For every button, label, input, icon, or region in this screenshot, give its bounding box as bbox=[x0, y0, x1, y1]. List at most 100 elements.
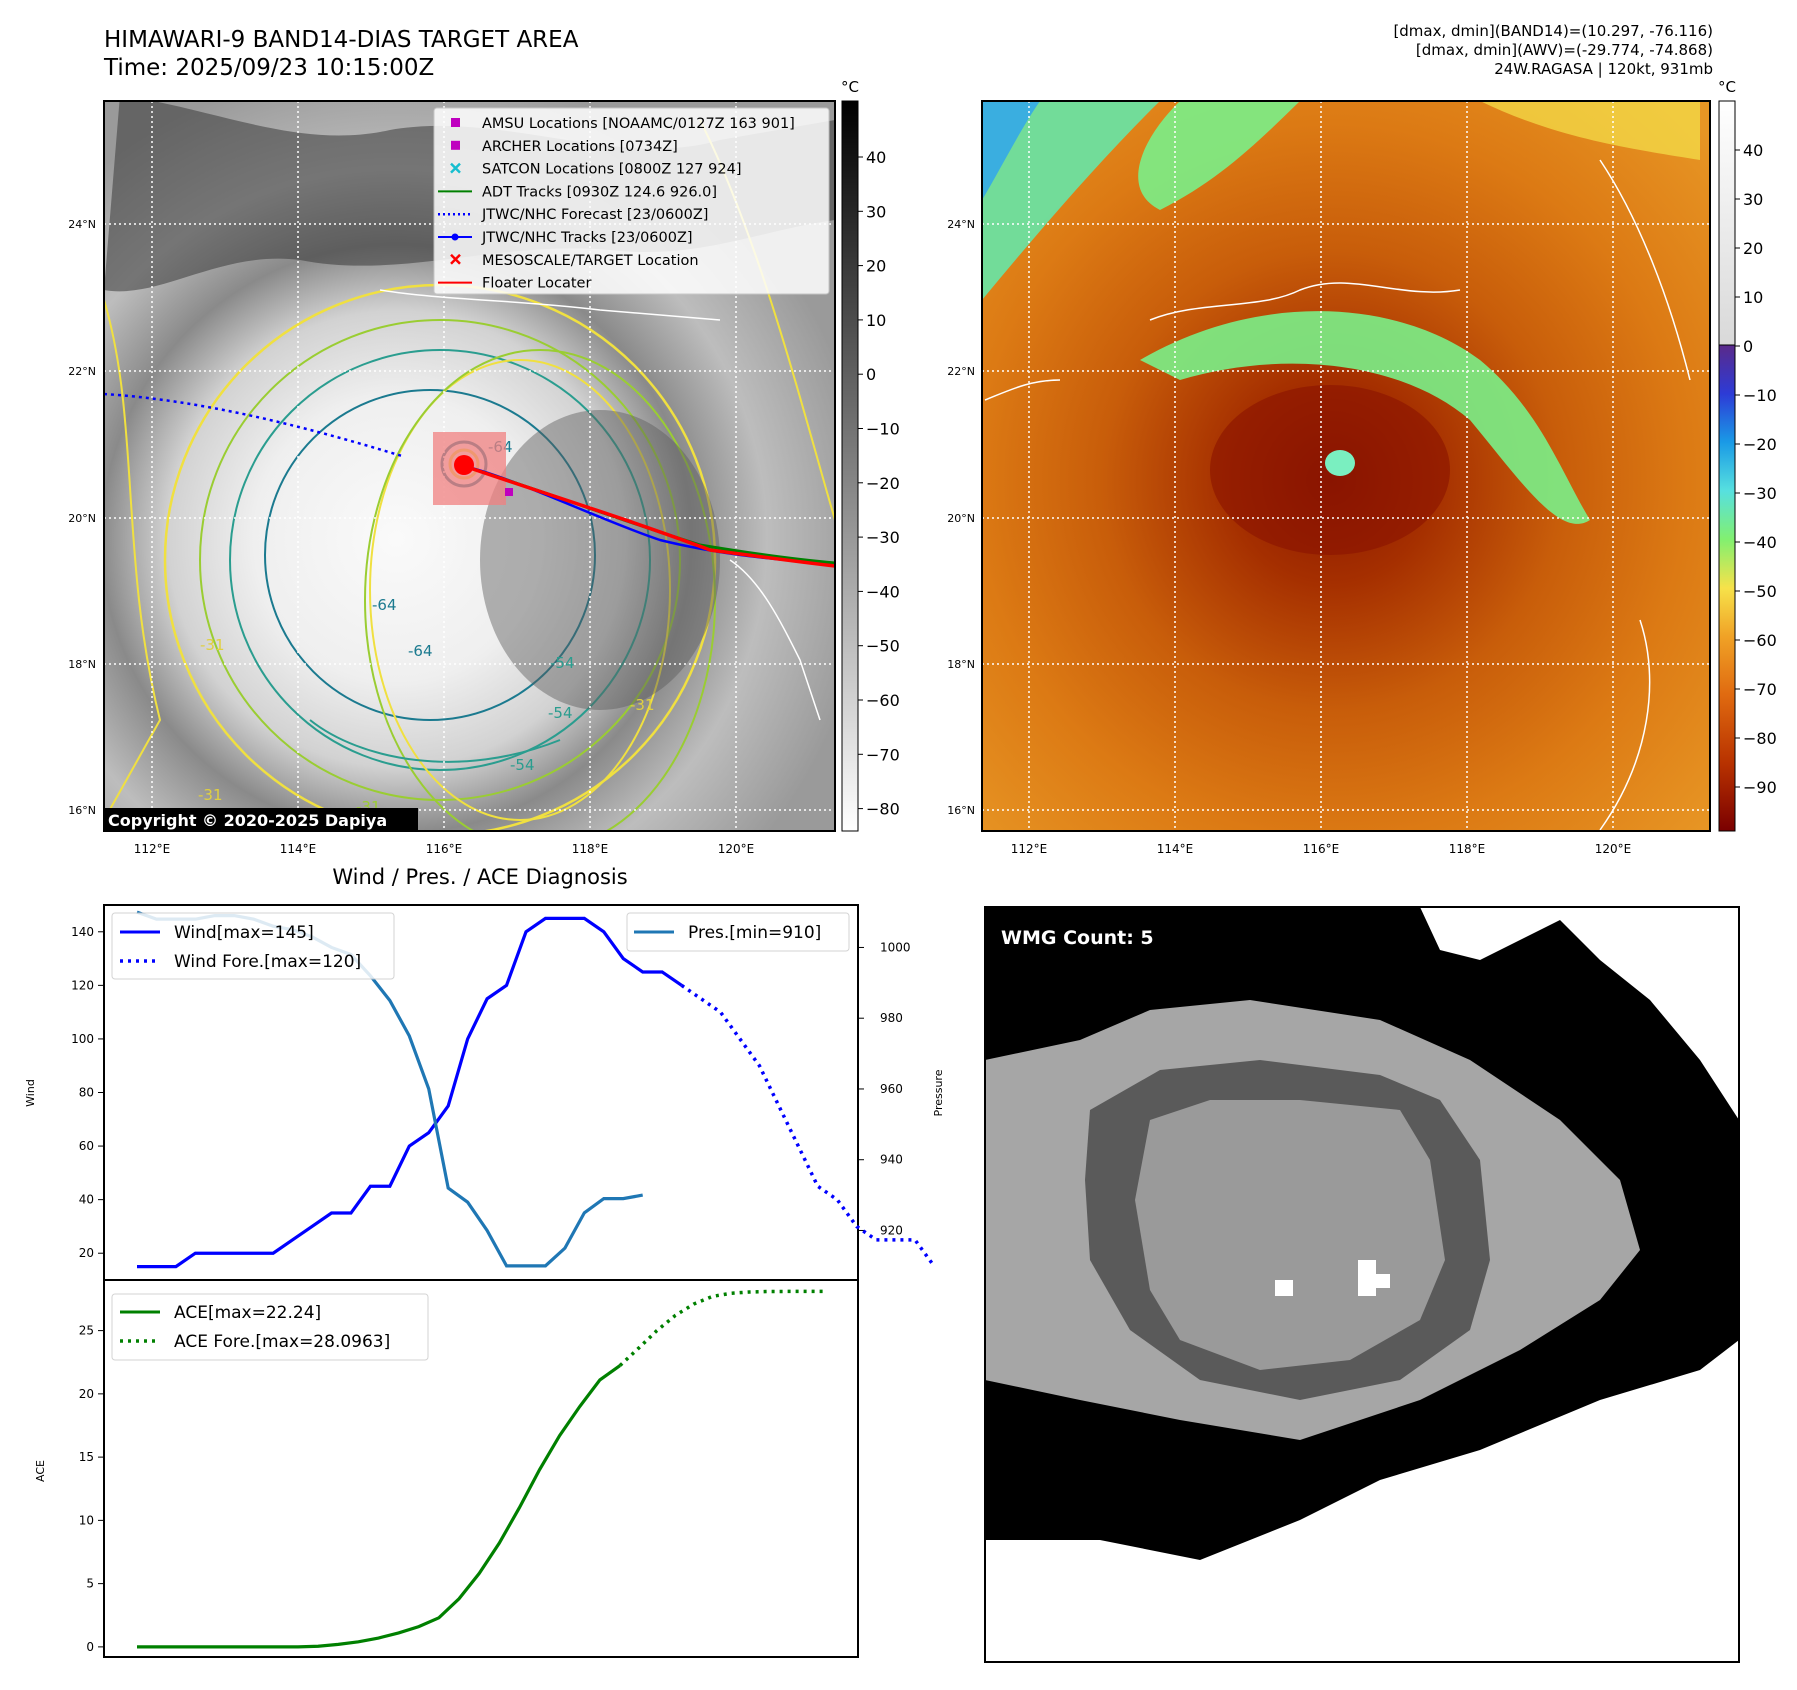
legend-ace: ACE[max=22.24] bbox=[174, 1303, 321, 1323]
legend-marker bbox=[451, 118, 460, 127]
wind-pressure-chart: Wind / Pres. / ACE Diagnosis Wind Pressu… bbox=[24, 865, 945, 1281]
ace-ytick-label: 10 bbox=[79, 1513, 94, 1527]
legend-label: JTWC/NHC Forecast [23/0600Z] bbox=[481, 207, 708, 223]
lat-tick-label: 16°N bbox=[68, 804, 96, 817]
info-line-1: [dmax, dmin](BAND14)=(10.297, -76.116) bbox=[1393, 22, 1713, 40]
contour-label: -31 bbox=[200, 636, 225, 654]
target-location-marker bbox=[454, 455, 474, 475]
lon-tick-label: 112°E bbox=[1011, 842, 1048, 856]
pressure-ytick-label: 1000 bbox=[880, 940, 911, 954]
ace-legend bbox=[111, 1293, 429, 1361]
pressure-ytick-label: 940 bbox=[880, 1153, 903, 1167]
wind-axis-label: Wind bbox=[24, 1079, 37, 1107]
legend-label: Floater Locater bbox=[482, 276, 591, 292]
wind-ytick-label: 140 bbox=[71, 925, 94, 939]
colorbar-tick-label: −80 bbox=[1743, 729, 1777, 748]
ace-axis-label: ACE bbox=[34, 1460, 47, 1482]
awv-colorbar-unit: °C bbox=[1718, 78, 1736, 96]
legend-label: ARCHER Locations [0734Z] bbox=[482, 139, 678, 155]
info-line-2: [dmax, dmin](AWV)=(-29.774, -74.868) bbox=[1415, 41, 1713, 59]
pressure-axis-label: Pressure bbox=[932, 1069, 945, 1116]
colorbar-tick-label: −30 bbox=[866, 528, 900, 547]
legend-pressure: Pres.[min=910] bbox=[688, 923, 821, 943]
colorbar-tick-label: −50 bbox=[1743, 582, 1777, 601]
colorbar-tick-label: 10 bbox=[1743, 288, 1763, 307]
contour-label: -54 bbox=[510, 756, 535, 774]
awv-gridlines: 24°N 22°N 20°N 18°N 16°N 112°E 114°E 116°E 118°E… bbox=[947, 101, 1710, 856]
lat-tick-label: 20°N bbox=[947, 512, 975, 525]
diagnostics-info: [dmax, dmin](BAND14)=(10.297, -76.116) [… bbox=[1393, 22, 1713, 79]
copyright-text: Copyright © 2020-2025 Dapiya bbox=[108, 811, 387, 830]
ir-legend: AMSU Locations [NOAAMC/0127Z 163 901] ARC… bbox=[433, 107, 830, 295]
lat-tick-label: 18°N bbox=[68, 658, 96, 671]
legend-label: JTWC/NHC Tracks [23/0600Z] bbox=[481, 230, 693, 246]
info-line-3: 24W.RAGASA | 120kt, 931mb bbox=[1494, 60, 1713, 78]
lon-tick-label: 112°E bbox=[134, 842, 171, 856]
colorbar-tick-label: 40 bbox=[1743, 141, 1763, 160]
wmg-count-label: WMG Count: 5 bbox=[1001, 927, 1154, 949]
time-text: Time: 2025/09/23 10:15:00Z bbox=[104, 55, 435, 81]
colorbar-tick-label: −70 bbox=[866, 745, 900, 764]
colorbar-tick-label: −20 bbox=[1743, 435, 1777, 454]
legend-marker bbox=[451, 233, 459, 241]
lat-tick-label: 24°N bbox=[947, 218, 975, 231]
lat-tick-label: 16°N bbox=[947, 804, 975, 817]
legend-marker bbox=[451, 140, 460, 150]
colorbar-tick-label: −60 bbox=[866, 691, 900, 710]
chart-title: Wind / Pres. / ACE Diagnosis bbox=[332, 865, 627, 889]
colorbar-tick-label: 20 bbox=[866, 257, 886, 276]
lon-tick-label: 118°E bbox=[572, 842, 609, 856]
wind-ytick-label: 40 bbox=[79, 1193, 94, 1207]
colorbar-tick-label: 0 bbox=[866, 365, 876, 384]
pressure-ytick-label: 980 bbox=[880, 1011, 903, 1025]
wind-ytick-label: 60 bbox=[79, 1139, 94, 1153]
wind-ytick-label: 120 bbox=[71, 978, 94, 992]
lat-tick-label: 22°N bbox=[947, 365, 975, 378]
ace-ytick-label: 20 bbox=[79, 1387, 94, 1401]
pressure-legend bbox=[626, 912, 850, 952]
lon-tick-label: 120°E bbox=[718, 842, 755, 856]
legend-marker bbox=[450, 162, 461, 174]
ace-forecast-line bbox=[618, 1289, 823, 1367]
colorbar-tick-label: 40 bbox=[866, 148, 886, 167]
lon-tick-label: 120°E bbox=[1595, 842, 1632, 856]
wind-ytick-label: 100 bbox=[71, 1032, 94, 1046]
colorbar-tick-label: −40 bbox=[866, 582, 900, 601]
legend-ace-forecast: ACE Fore.[max=28.0963] bbox=[174, 1332, 390, 1352]
wind-ytick-label: 20 bbox=[79, 1246, 94, 1260]
legend-wind-forecast: Wind Fore.[max=120] bbox=[174, 952, 361, 972]
lon-tick-label: 116°E bbox=[426, 842, 463, 856]
lat-tick-label: 20°N bbox=[68, 512, 96, 525]
awv-panel-frame bbox=[981, 100, 1711, 832]
legend-label: ADT Tracks [0930Z 124.6 926.0] bbox=[482, 184, 717, 200]
wmg-warm-pixel bbox=[1358, 1260, 1376, 1296]
wmg-warm-pixel bbox=[1275, 1280, 1293, 1296]
awv-colorbar: °C 40 30 20 10 0 −10 −20 −30 −40 −50 −60 −70 −80 −90 bbox=[1718, 78, 1777, 832]
contour-label: -54 bbox=[548, 704, 573, 722]
lon-tick-label: 118°E bbox=[1449, 842, 1486, 856]
colorbar-tick-label: 0 bbox=[1743, 337, 1753, 356]
contour-label: -31 bbox=[630, 696, 655, 714]
ace-line bbox=[137, 1364, 621, 1649]
ir-map-panel: 24°N 22°N 20°N 18°N 16°N 112°E 114°E 116°E 118°E… bbox=[68, 100, 836, 856]
colorbar-tick-label: −30 bbox=[1743, 484, 1777, 503]
ace-ytick-label: 5 bbox=[86, 1577, 94, 1591]
contour-label: -54 bbox=[550, 654, 575, 672]
lon-tick-label: 114°E bbox=[280, 842, 317, 856]
copyright-box bbox=[104, 808, 418, 832]
pressure-ytick-label: 960 bbox=[880, 1082, 903, 1096]
wind-legend bbox=[111, 912, 395, 980]
ace-ytick-label: 15 bbox=[79, 1450, 94, 1464]
archer-marker bbox=[505, 488, 513, 496]
colorbar-tick-label: −60 bbox=[1743, 631, 1777, 650]
wind-line bbox=[137, 916, 683, 1269]
lat-tick-label: 24°N bbox=[68, 218, 96, 231]
colorbar-tick-label: −90 bbox=[1743, 778, 1777, 797]
legend-label: AMSU Locations [NOAAMC/0127Z 163 901] bbox=[482, 116, 795, 132]
title-text: HIMAWARI-9 BAND14-DIAS TARGET AREA bbox=[104, 27, 579, 53]
floater-track bbox=[469, 466, 836, 568]
wmg-warm-pixel bbox=[1376, 1274, 1390, 1288]
ace-chart: ACE 0 5 10 15 20 25 ACE[max=22.24] ACE Fore.[… bbox=[34, 1279, 859, 1658]
lon-tick-label: 114°E bbox=[1157, 842, 1194, 856]
